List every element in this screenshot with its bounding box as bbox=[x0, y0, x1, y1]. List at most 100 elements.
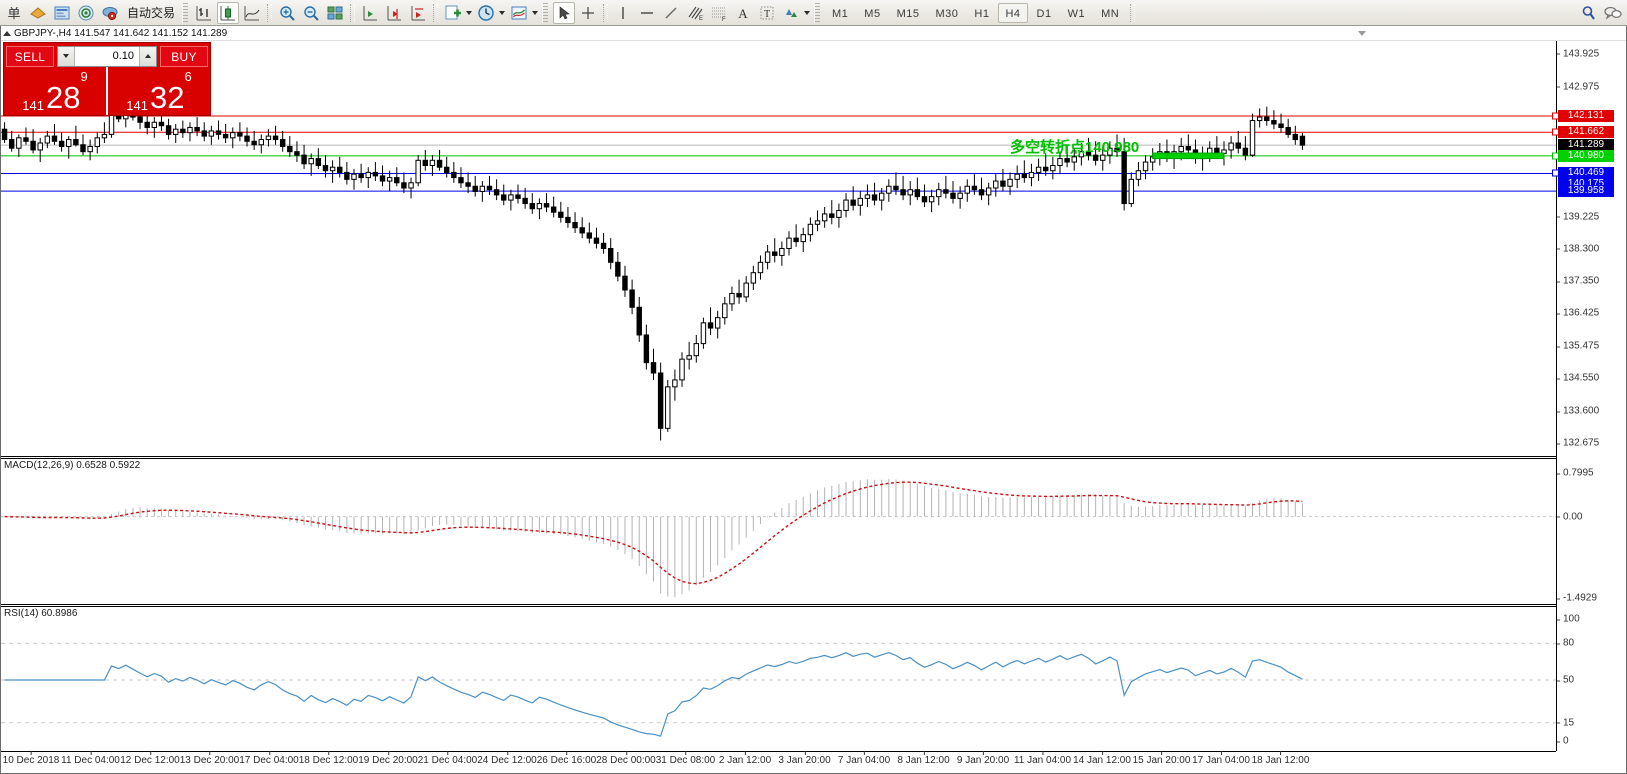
time-axis-tick: 18 Dec 12:00 bbox=[298, 751, 359, 766]
text-label-icon[interactable]: T bbox=[756, 2, 778, 24]
price-level-handle[interactable] bbox=[1552, 112, 1559, 120]
search-icon[interactable] bbox=[1578, 2, 1600, 24]
auto-scroll-icon[interactable] bbox=[383, 2, 405, 24]
price-level-handle[interactable] bbox=[1552, 152, 1559, 160]
timeframe-d1[interactable]: D1 bbox=[1036, 7, 1052, 20]
rsi-label: RSI(14) 60.8986 bbox=[4, 608, 78, 619]
horizontal-line-icon[interactable] bbox=[636, 2, 658, 24]
zoom-in-icon[interactable] bbox=[276, 2, 298, 24]
toolbar-separator bbox=[603, 3, 609, 22]
trade-panel-quotes: 141 28 9 141 32 6 bbox=[4, 67, 210, 115]
volume-stepper[interactable]: 0.10 bbox=[57, 45, 157, 67]
period-icon[interactable] bbox=[475, 2, 497, 24]
fibonacci-icon[interactable]: F bbox=[708, 2, 730, 24]
time-axis-tick: 26 Dec 16:00 bbox=[536, 751, 597, 766]
crosshair-icon[interactable] bbox=[577, 2, 599, 24]
trendline-icon[interactable] bbox=[660, 2, 682, 24]
timeframe-m30[interactable]: M30 bbox=[935, 7, 959, 20]
price-axis-tick: 137.350 bbox=[1557, 276, 1599, 287]
svg-text:E: E bbox=[699, 16, 703, 22]
price-level-label[interactable]: 142.131 bbox=[1558, 110, 1614, 122]
price-level-label[interactable]: 139.958 bbox=[1558, 185, 1614, 198]
chat-icon[interactable] bbox=[1602, 2, 1624, 24]
bar-chart-icon[interactable] bbox=[193, 2, 215, 24]
data-window-icon[interactable] bbox=[51, 2, 73, 24]
vertical-line-icon[interactable] bbox=[612, 2, 634, 24]
rsi-axis-tick: 0 bbox=[1557, 736, 1569, 747]
price-level-label[interactable]: 141.289 bbox=[1558, 139, 1614, 152]
equidistant-channel-icon[interactable]: E bbox=[684, 2, 706, 24]
price-axis[interactable]: 143.925 142.975 139.225 138.300 137.350 136.4… bbox=[1552, 41, 1626, 751]
chart-shift-icon[interactable] bbox=[359, 2, 381, 24]
line-chart-icon[interactable] bbox=[241, 2, 263, 24]
chart-titlebar: GBPJPY-,H4 141.547 141.642 141.152 141.2… bbox=[1, 26, 1626, 41]
price-level-label[interactable]: 140.980 bbox=[1558, 149, 1614, 162]
bid-price-main: 28 bbox=[45, 80, 81, 115]
navigator-icon[interactable] bbox=[75, 2, 97, 24]
time-axis-tick: 8 Jan 12:00 bbox=[897, 751, 950, 766]
price-level-label[interactable]: 140.469 bbox=[1558, 167, 1614, 180]
text-icon[interactable]: A bbox=[732, 2, 754, 24]
toolbar-grip[interactable] bbox=[814, 2, 821, 23]
timeframe-w1[interactable]: W1 bbox=[1067, 7, 1086, 20]
pane-separator-2[interactable] bbox=[1, 604, 1626, 607]
one-click-trading-panel[interactable]: SELL 0.10 BUY 141 28 9 141 32 6 bbox=[3, 42, 211, 116]
expert-advisors-icon[interactable] bbox=[27, 2, 49, 24]
bid-price[interactable]: 141 28 9 bbox=[4, 67, 106, 115]
new-order-icon[interactable]: 单 bbox=[3, 2, 25, 24]
time-axis-tick: 28 Dec 00:00 bbox=[596, 751, 656, 766]
timeframe-m1[interactable]: M1 bbox=[832, 7, 849, 20]
sell-button[interactable]: SELL bbox=[6, 45, 54, 67]
timeframe-m5[interactable]: M5 bbox=[864, 7, 881, 20]
shapes-icon[interactable] bbox=[780, 2, 802, 24]
volume-decrease-icon[interactable] bbox=[58, 46, 75, 66]
price-chart-pane[interactable] bbox=[1, 41, 1556, 456]
svg-text:T: T bbox=[764, 9, 770, 20]
price-level-handle[interactable] bbox=[1552, 169, 1559, 177]
price-axis-tick: 138.300 bbox=[1557, 243, 1599, 254]
buy-button[interactable]: BUY bbox=[160, 45, 208, 67]
rsi-pane[interactable]: RSI(14) 60.8986 bbox=[1, 607, 1556, 751]
pane-separator-1[interactable] bbox=[1, 456, 1626, 459]
toolbar-grip[interactable] bbox=[542, 2, 549, 23]
candlestick-chart-icon[interactable] bbox=[217, 1, 240, 24]
time-axis-tick: 2 Jan 12:00 bbox=[718, 751, 772, 766]
time-axis-tick: 18 Jan 12:00 bbox=[1251, 751, 1310, 766]
timeframe-m15[interactable]: M15 bbox=[896, 7, 920, 20]
price-level-label[interactable]: 141.662 bbox=[1558, 126, 1614, 139]
rsi-axis-tick: 15 bbox=[1557, 717, 1574, 728]
templates-icon[interactable] bbox=[508, 2, 530, 24]
cursor-icon[interactable] bbox=[553, 1, 576, 24]
ask-price-main: 32 bbox=[149, 80, 185, 115]
price-candles bbox=[1, 99, 1556, 441]
time-axis-tick: 31 Dec 08:00 bbox=[655, 751, 716, 766]
time-axis-tick: 21 Dec 04:00 bbox=[417, 751, 478, 766]
ask-price-fraction: 6 bbox=[184, 69, 192, 84]
add-indicator-icon[interactable] bbox=[442, 2, 464, 24]
price-axis-tick: 136.425 bbox=[1557, 308, 1599, 319]
chevron-down-icon[interactable] bbox=[463, 2, 474, 24]
timeframe-mn[interactable]: MN bbox=[1101, 7, 1120, 20]
volume-increase-icon[interactable] bbox=[139, 46, 156, 66]
tile-windows-icon[interactable] bbox=[324, 2, 346, 24]
macd-pane[interactable]: MACD(12,26,9) 0.6528 0.5922 bbox=[1, 459, 1556, 604]
chevron-down-icon[interactable] bbox=[529, 2, 540, 24]
chart-annotation-text[interactable]: 多空转折点140.980 bbox=[1010, 138, 1140, 156]
toolbar-grip[interactable] bbox=[182, 2, 189, 23]
timeframe-h4[interactable]: H4 bbox=[998, 2, 1028, 23]
time-axis-tick: 17 Dec 04:00 bbox=[239, 751, 299, 766]
price-axis-tick: 133.600 bbox=[1557, 406, 1599, 417]
autotrading-label[interactable]: 自动交易 bbox=[127, 5, 176, 20]
price-level-handle[interactable] bbox=[1552, 128, 1559, 136]
zoom-out-icon[interactable] bbox=[300, 2, 322, 24]
ask-price-prefix: 141 bbox=[126, 98, 148, 113]
time-axis-tick: 19 Dec 20:00 bbox=[358, 751, 418, 766]
chevron-down-icon[interactable] bbox=[496, 2, 507, 24]
volume-value[interactable]: 0.10 bbox=[75, 46, 139, 66]
ask-price[interactable]: 141 32 6 bbox=[106, 67, 210, 115]
time-axis[interactable]: 10 Dec 2018 11 Dec 04:00 12 Dec 12:00 13 De… bbox=[1, 751, 1556, 773]
timeframe-h1[interactable]: H1 bbox=[974, 7, 990, 20]
chevron-down-icon[interactable] bbox=[801, 2, 812, 24]
chart-autoscroll-icon[interactable] bbox=[407, 2, 429, 24]
terminal-icon[interactable] bbox=[99, 2, 121, 24]
